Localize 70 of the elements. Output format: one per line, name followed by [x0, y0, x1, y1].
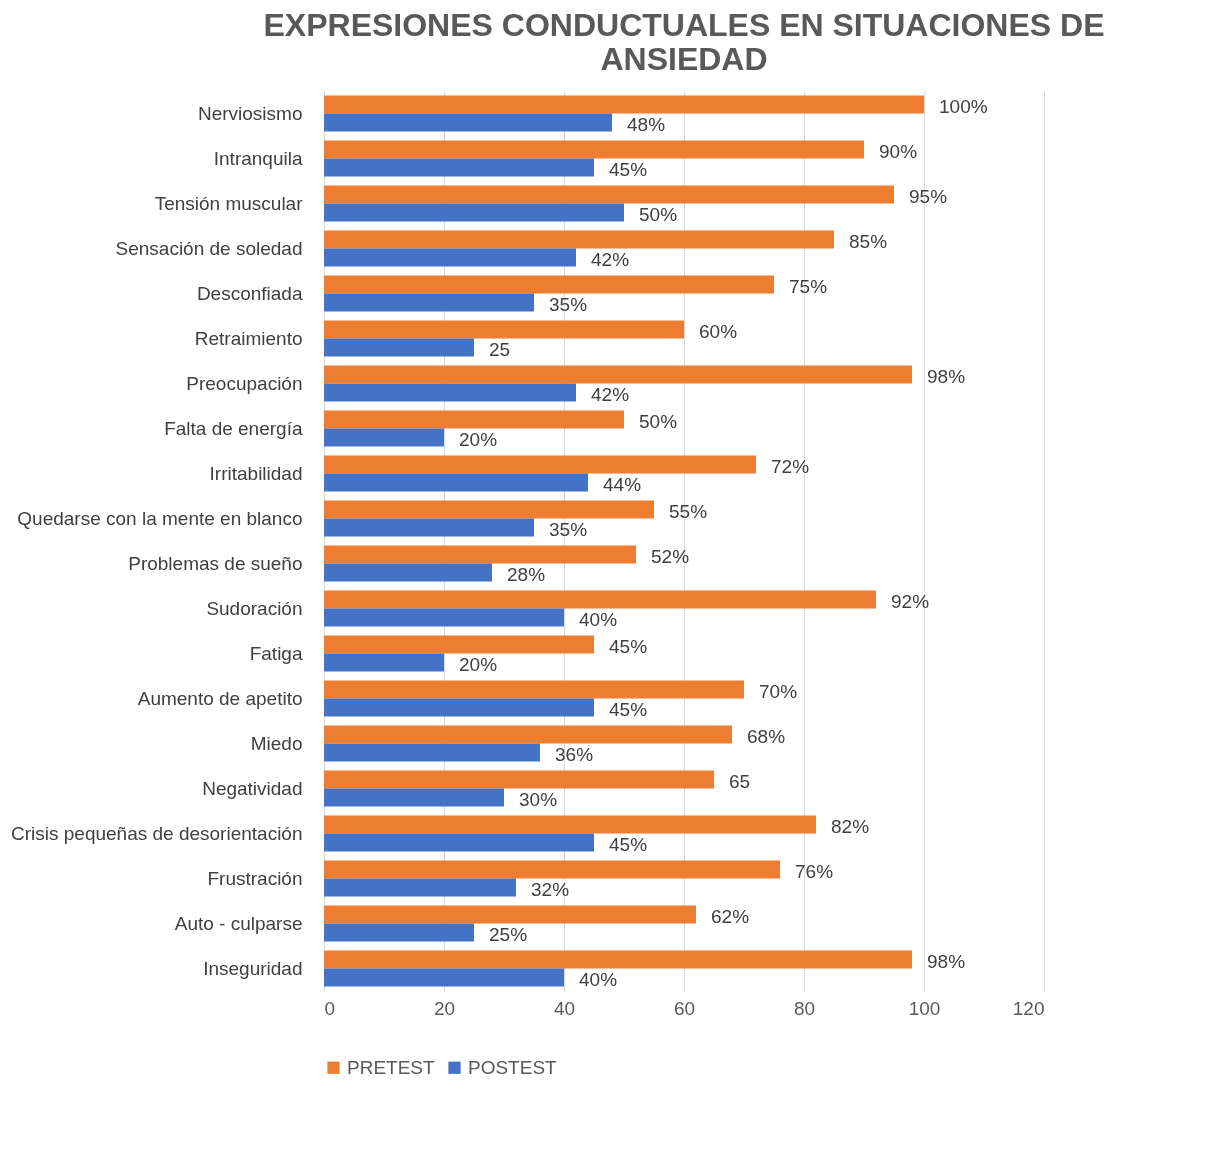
data-label: 90% — [879, 140, 918, 162]
y-tick-label: Quedarse con la mente en blanco — [17, 507, 303, 529]
y-tick-label: Problemas de sueño — [128, 552, 303, 574]
data-label: 98% — [927, 950, 966, 972]
y-tick-label: Nerviosismo — [197, 102, 303, 124]
y-tick-label: Fatiga — [249, 642, 303, 664]
y-tick-label: Negatividad — [202, 777, 303, 799]
x-tick-label: 40 — [553, 997, 576, 1019]
y-tick-label: Falta de energía — [164, 417, 303, 439]
data-label: 35% — [549, 293, 588, 315]
data-label: 50% — [639, 410, 678, 432]
chart-title: EXPRESIONES CONDUCTUALES EN SITUACIONES DE ANSIEDAD — [263, 7, 1105, 77]
y-tick-label: Crisis pequeñas de desorientación — [10, 822, 303, 844]
data-label: 100% — [939, 95, 988, 117]
data-label: 45% — [609, 158, 648, 180]
y-tick-label: Retraimiento — [194, 327, 303, 349]
legend-label: PRETEST — [347, 1056, 436, 1078]
data-label: 95% — [909, 185, 948, 207]
y-tick-label: Inseguridad — [203, 957, 303, 979]
x-tick-label: 80 — [793, 997, 816, 1019]
data-label: 60% — [699, 320, 738, 342]
data-label: 25 — [489, 338, 511, 360]
data-label: 35% — [549, 518, 588, 540]
y-tick-label: Sudoración — [206, 597, 303, 619]
data-label: 68% — [747, 725, 786, 747]
data-label: 70% — [759, 680, 798, 702]
data-label: 28% — [507, 563, 546, 585]
data-label: 92% — [891, 590, 930, 612]
data-label: 98% — [927, 365, 966, 387]
y-tick-label: Intranquila — [213, 147, 303, 169]
y-tick-label: Miedo — [250, 732, 303, 754]
x-tick-label: 120 — [1012, 997, 1045, 1019]
y-tick-label: Aumento de apetito — [137, 687, 303, 709]
data-label: 45% — [609, 833, 648, 855]
x-tick-label: 100 — [908, 997, 941, 1019]
data-label: 42% — [591, 383, 630, 405]
data-label: 50% — [639, 203, 678, 225]
data-label: 45% — [609, 698, 648, 720]
data-label: 55% — [669, 500, 708, 522]
data-label: 52% — [651, 545, 690, 567]
data-label: 76% — [795, 860, 834, 882]
legend-label: POSTEST — [468, 1056, 558, 1078]
data-label: 20% — [459, 653, 498, 675]
data-label: 44% — [603, 473, 642, 495]
data-label: 20% — [459, 428, 498, 450]
x-tick-label: 60 — [673, 997, 696, 1019]
y-tick-label: Sensación de soledad — [115, 237, 303, 259]
data-label: 30% — [519, 788, 558, 810]
x-tick-label: 20 — [433, 997, 456, 1019]
y-tick-label: Auto - culparse — [174, 912, 303, 934]
x-tick-label: 0 — [324, 997, 336, 1019]
y-tick-label: Irritabilidad — [209, 462, 303, 484]
data-label: 45% — [609, 635, 648, 657]
data-label: 85% — [849, 230, 888, 252]
data-label: 75% — [789, 275, 828, 297]
data-label: 48% — [627, 113, 666, 135]
y-tick-label: Tensión muscular — [154, 192, 304, 214]
y-tick-label: Frustración — [207, 867, 303, 889]
data-label: 62% — [711, 905, 750, 927]
data-label: 32% — [531, 878, 570, 900]
data-label: 40% — [579, 968, 618, 990]
data-label: 42% — [591, 248, 630, 270]
data-label: 65 — [729, 770, 751, 792]
data-label: 25% — [489, 923, 528, 945]
data-label: 82% — [831, 815, 870, 837]
data-label: 36% — [555, 743, 594, 765]
data-label: 40% — [579, 608, 618, 630]
data-label: 72% — [771, 455, 810, 477]
y-tick-label: Preocupación — [186, 372, 303, 394]
y-tick-label: Desconfiada — [196, 282, 303, 304]
